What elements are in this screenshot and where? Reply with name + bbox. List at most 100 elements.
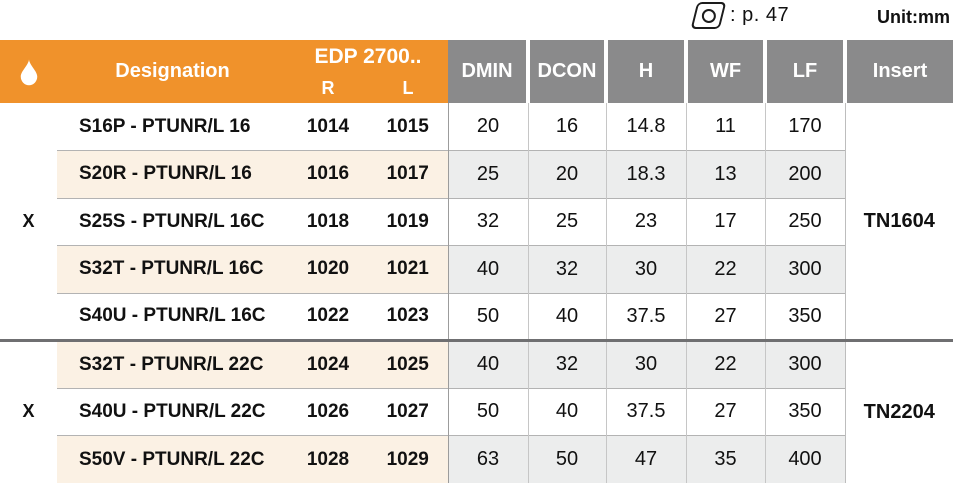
lf-cell: 200 — [764, 150, 845, 198]
h-cell: 30 — [605, 245, 686, 293]
lf-cell: 250 — [764, 197, 845, 246]
designation-cell: S20R - PTUNR/L 16 — [57, 150, 288, 198]
edp-r-cell: 1022 — [288, 292, 368, 341]
wf-cell: 35 — [685, 435, 765, 483]
edp-r-cell: 1024 — [288, 339, 368, 388]
wf-cell: 22 — [685, 339, 765, 388]
coolant-mark-cell: X — [0, 388, 57, 436]
edp-r-cell: 1028 — [288, 435, 368, 483]
page-reference-text: : p. 47 — [730, 4, 790, 26]
dcon-cell: 25 — [527, 197, 606, 246]
edp-l-cell: 1021 — [368, 245, 448, 293]
h-cell: 47 — [605, 435, 686, 483]
edp-l-cell: 1019 — [368, 197, 448, 246]
edp-l-cell: 1017 — [368, 150, 448, 198]
dcon-cell: 40 — [527, 292, 606, 341]
insert-cell: TN1604 — [844, 103, 953, 341]
dcon-cell: 16 — [527, 103, 606, 151]
dmin-cell: 50 — [447, 292, 528, 341]
wf-cell: 22 — [685, 245, 765, 293]
designation-cell: S32T - PTUNR/L 22C — [57, 339, 288, 388]
dmin-cell: 20 — [447, 103, 528, 151]
coolant-mark-cell — [0, 103, 57, 151]
column-header-h: H — [604, 40, 686, 103]
coolant-mark-cell — [0, 339, 57, 388]
table-row: S40U - PTUNR/L 16C 1022 1023 50 40 37.5 … — [0, 292, 953, 341]
column-header-designation: Designation — [57, 40, 288, 103]
designation-cell: S16P - PTUNR/L 16 — [79, 115, 251, 137]
dcon-cell: 20 — [527, 150, 606, 198]
coolant-mark-cell — [0, 293, 57, 341]
designation-cell: S25S - PTUNR/L 16C — [57, 197, 288, 246]
designation-cell: S40U - PTUNR/L 22C — [57, 387, 288, 436]
wf-cell: 11 — [685, 103, 765, 151]
page-topbar: : p. 47 Unit:mm — [0, 0, 953, 40]
coolant-mark-cell: X — [0, 198, 57, 246]
designation-cell: S32T - PTUNR/L 16C — [57, 245, 288, 293]
edp-r-cell: 1014 — [306, 115, 350, 137]
column-header-insert: Insert — [843, 40, 953, 103]
edp-r-cell: 1016 — [288, 150, 368, 198]
lf-cell: 350 — [764, 292, 845, 341]
table-row: X S25S - PTUNR/L 16C 1018 1019 32 25 23 … — [0, 197, 953, 246]
wf-cell: 17 — [685, 197, 765, 246]
h-cell: 30 — [605, 339, 686, 388]
edp-r-cell: 1018 — [288, 197, 368, 246]
column-header-dmin: DMIN — [448, 40, 528, 103]
dmin-cell: 50 — [447, 387, 528, 436]
header-row-2: R L — [0, 74, 953, 103]
coolant-mark-cell — [0, 245, 57, 293]
edp-l-cell: 1015 — [386, 115, 429, 137]
dcon-cell: 40 — [527, 387, 606, 436]
coolant-column-header — [0, 40, 57, 103]
column-header-wf: WF — [684, 40, 765, 103]
wf-cell: 27 — [685, 387, 765, 436]
insert-shape-icon — [690, 2, 727, 29]
edp-l-cell: 1027 — [368, 387, 448, 436]
wf-cell: 13 — [685, 150, 765, 198]
h-cell: 18.3 — [605, 150, 686, 198]
insert-shape-circle-icon — [701, 8, 716, 23]
dcon-cell: 32 — [527, 245, 606, 293]
insert-cell: TN2204 — [844, 339, 953, 483]
dmin-cell: 32 — [447, 197, 528, 246]
table-row: S50V - PTUNR/L 22C 1028 1029 63 50 47 35… — [0, 435, 953, 483]
h-cell: 37.5 — [605, 292, 686, 341]
dmin-cell: 40 — [447, 339, 528, 388]
edp-l-cell: 1029 — [368, 435, 448, 483]
insert-page-reference: : p. 47 — [690, 2, 790, 29]
dmin-cell: 40 — [447, 245, 528, 293]
toolholder-spec-table: Designation EDP 2700.. DMIN DCON H WF LF… — [0, 40, 953, 483]
designation-cell: S50V - PTUNR/L 22C — [57, 435, 288, 483]
lf-cell: 170 — [764, 103, 845, 151]
h-cell: 14.8 — [605, 103, 686, 151]
table-row: X S40U - PTUNR/L 22C 1026 1027 50 40 37.… — [0, 387, 953, 436]
edp-l-cell: 1025 — [368, 339, 448, 388]
edp-r-cell: 1020 — [288, 245, 368, 293]
table-row: S32T - PTUNR/L 22C 1024 1025 40 32 30 22… — [0, 339, 953, 483]
wf-cell: 27 — [685, 292, 765, 341]
coolant-mark-cell — [0, 435, 57, 483]
lf-cell: 300 — [764, 245, 845, 293]
column-header-dcon: DCON — [526, 40, 606, 103]
designation-cell: S40U - PTUNR/L 16C — [57, 292, 288, 341]
table-row: S20R - PTUNR/L 16 1016 1017 25 20 18.3 1… — [0, 150, 953, 198]
column-header-lf: LF — [763, 40, 845, 103]
coolant-mark-cell — [0, 150, 57, 198]
coolant-droplet-icon — [20, 58, 37, 85]
edp-r-cell: 1026 — [288, 387, 368, 436]
unit-label: Unit:mm — [877, 7, 950, 27]
lf-cell: 400 — [764, 435, 845, 483]
column-header-edp-r: R — [288, 74, 368, 103]
lf-cell: 300 — [764, 339, 845, 388]
h-cell: 37.5 — [605, 387, 686, 436]
dcon-cell: 50 — [527, 435, 606, 483]
column-header-edp-l: L — [368, 74, 448, 103]
h-cell: 23 — [605, 197, 686, 246]
table-row: S32T - PTUNR/L 16C 1020 1021 40 32 30 22… — [0, 245, 953, 293]
dmin-cell: 63 — [447, 435, 528, 483]
dmin-cell: 25 — [447, 150, 528, 198]
table-row: S16P - PTUNR/L 16 1014 1015 20 16 14.8 1… — [0, 103, 953, 341]
column-header-edp: EDP 2700.. — [288, 40, 448, 74]
